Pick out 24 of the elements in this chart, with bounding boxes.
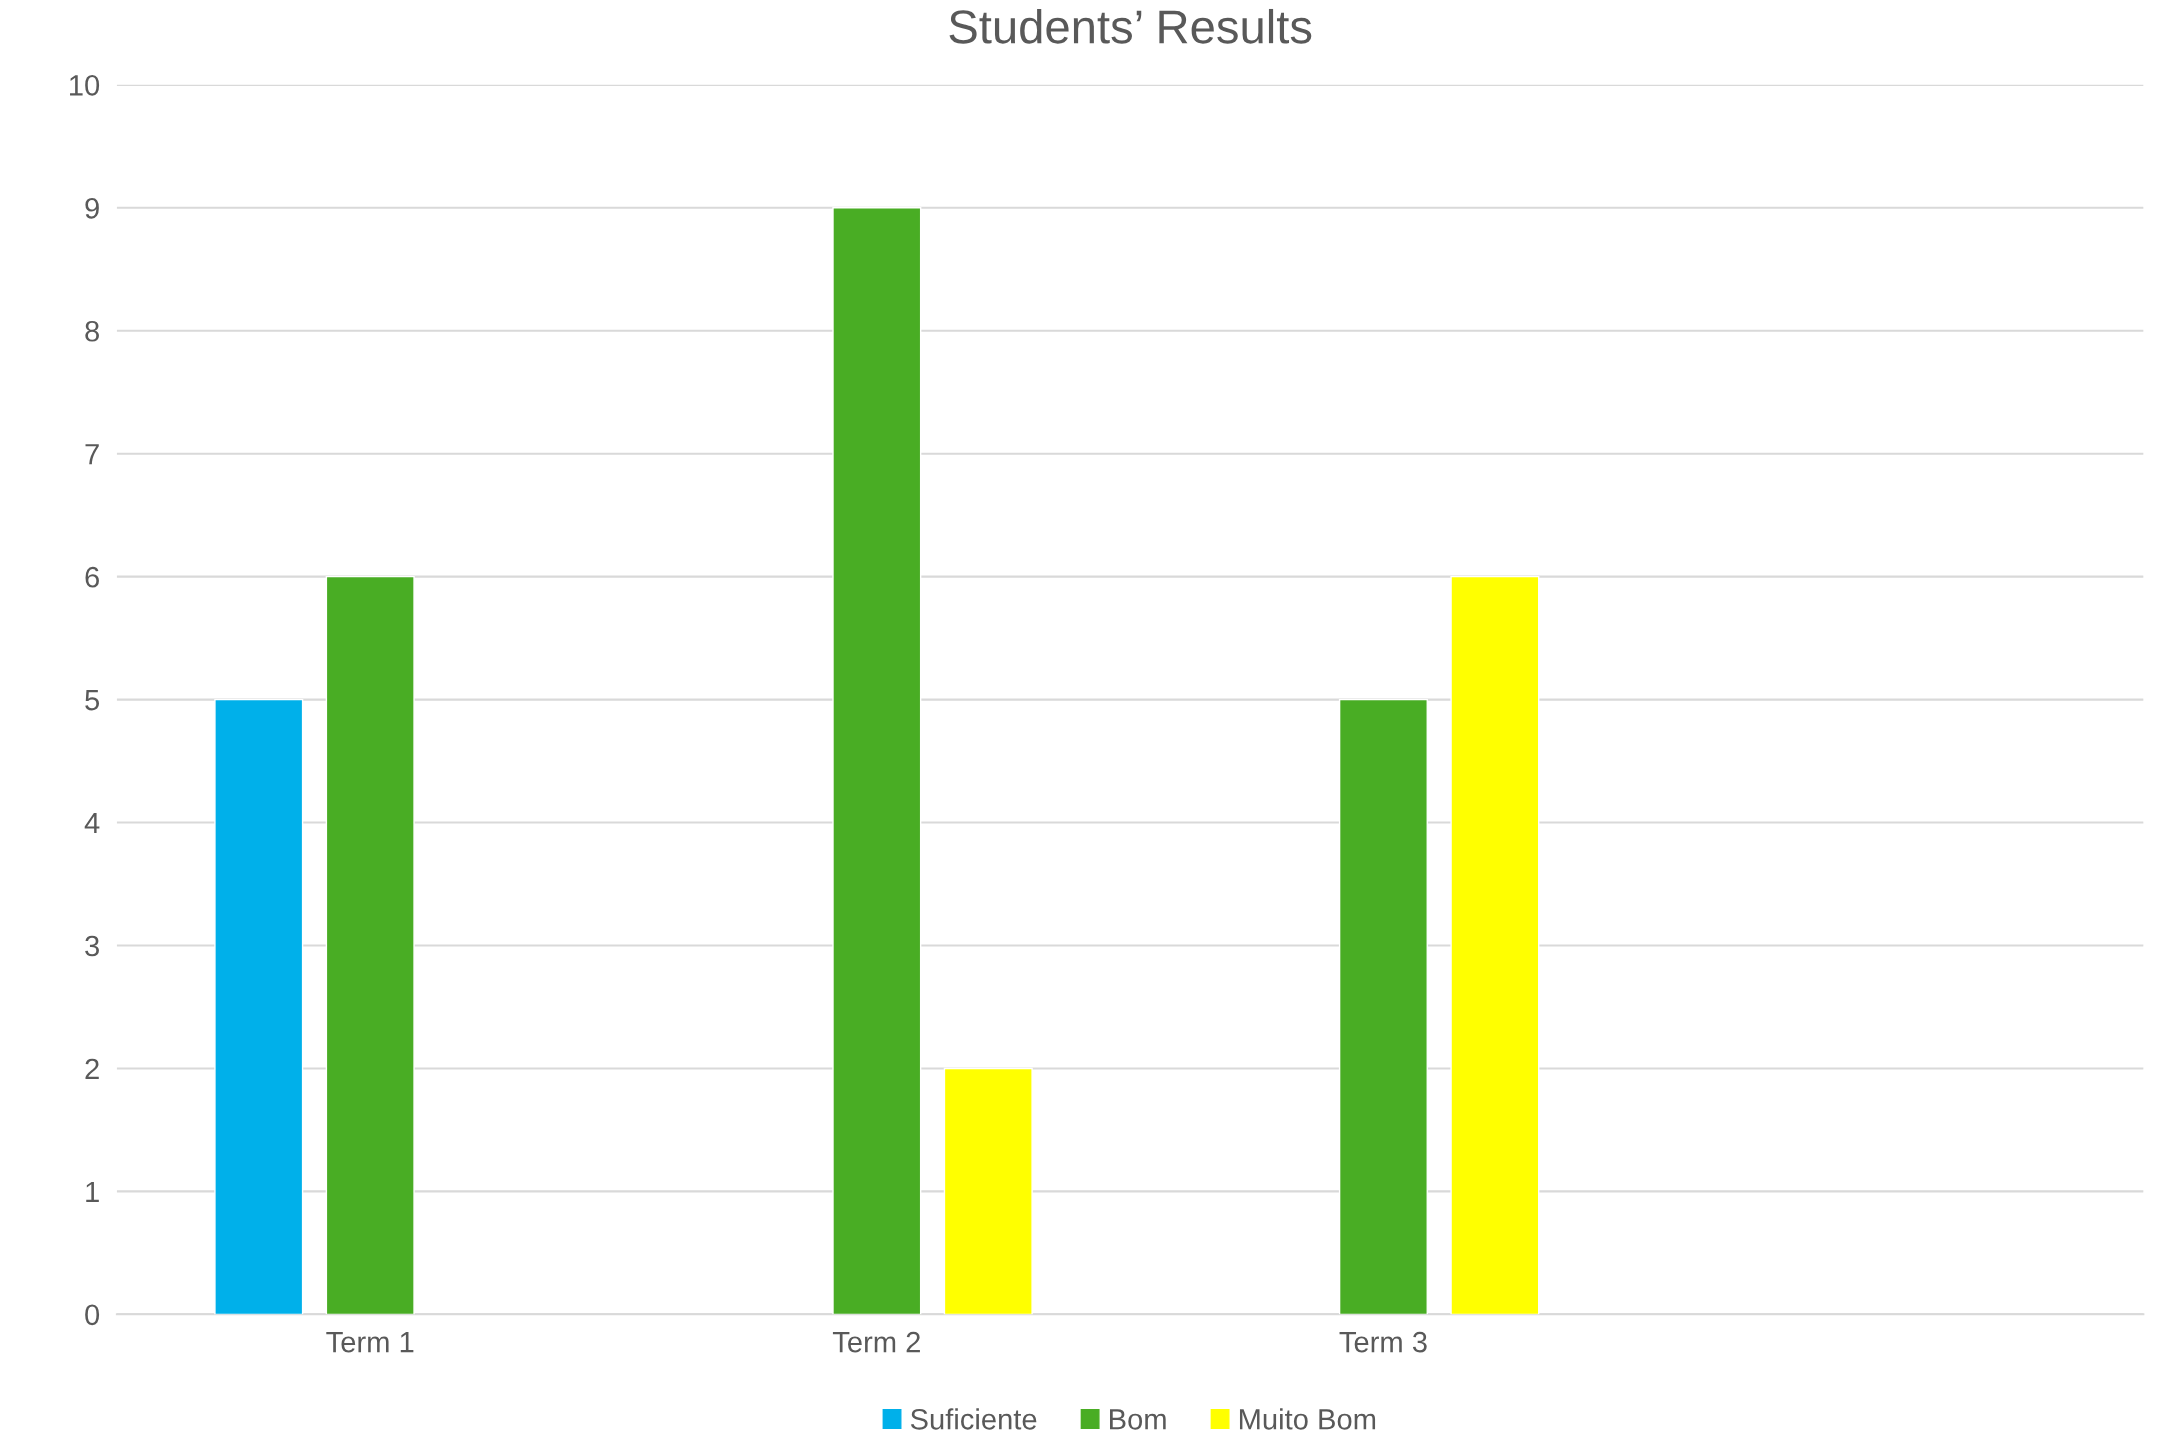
y-tick-label: 0 bbox=[85, 1304, 100, 1326]
bar bbox=[214, 698, 304, 1315]
y-tick-label: 1 bbox=[86, 1181, 99, 1202]
y-tick-label: 5 bbox=[85, 690, 100, 711]
y-tick-label: 10 bbox=[70, 75, 100, 96]
x-tick-label: Term 1 bbox=[326, 1332, 414, 1353]
y-tick-label: 9 bbox=[85, 197, 99, 219]
bar bbox=[325, 575, 415, 1315]
bar bbox=[832, 207, 922, 1315]
x-tick-label: Term 3 bbox=[1339, 1331, 1427, 1353]
y-tick-label: 3 bbox=[85, 935, 99, 957]
legend-label: Suficiente bbox=[910, 1408, 1037, 1430]
bar bbox=[1450, 575, 1540, 1315]
chart-title: Students’ Results bbox=[949, 8, 1312, 44]
y-tick-label: 6 bbox=[85, 566, 99, 588]
legend-label: Muito Bom bbox=[1239, 1408, 1376, 1430]
y-tick-label: 2 bbox=[85, 1058, 99, 1079]
legend-label: Bom bbox=[1110, 1409, 1166, 1430]
bar bbox=[943, 1067, 1033, 1315]
x-tick-label: Term 2 bbox=[832, 1331, 920, 1353]
bar bbox=[1338, 698, 1428, 1315]
y-tick-label: 7 bbox=[85, 444, 99, 465]
y-tick-label: 4 bbox=[84, 813, 100, 834]
y-tick-label: 8 bbox=[85, 320, 99, 342]
